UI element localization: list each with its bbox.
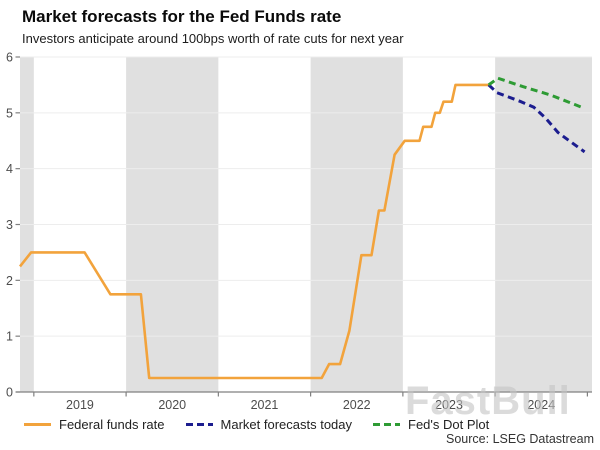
navy-dashed-line-swatch-icon (185, 422, 213, 426)
series-line-federal-funds-rate (18, 83, 489, 380)
y-tick-label: 6 (6, 51, 13, 65)
y-tick-label: 0 (6, 386, 13, 400)
series-line-market-forecasts-today (487, 83, 586, 154)
green-dashed-line-swatch-icon (373, 422, 401, 426)
page-subtitle: Investors anticipate around 100bps worth… (22, 31, 404, 47)
source-credit: Source: LSEG Datastream (446, 432, 594, 446)
x-tick-label: 2023 (435, 398, 463, 412)
legend-item-market-forecasts: Market forecasts today (185, 416, 353, 432)
legend-label-federal-funds-rate: Federal funds rate (59, 416, 165, 432)
legend-label-market-forecasts: Market forecasts today (220, 416, 353, 432)
y-tick-label: 2 (6, 274, 13, 288)
legend-label-dot-plot: Fed's Dot Plot (408, 416, 490, 432)
x-tick-label: 2021 (251, 398, 279, 412)
chart-header: Market forecasts for the Fed Funds rate … (22, 6, 582, 47)
y-tick-label: 3 (6, 218, 13, 232)
x-tick-label: 2024 (527, 398, 555, 412)
x-tick-label: 2019 (66, 398, 94, 412)
y-tick-label: 5 (6, 106, 13, 120)
y-tick-label: 4 (6, 162, 13, 176)
x-tick-label: 2022 (343, 398, 371, 412)
legend: Federal funds rate Market forecasts toda… (24, 415, 489, 433)
series-line-fed-s-dot-plot (487, 76, 586, 110)
y-tick-label: 1 (6, 330, 13, 344)
x-tick-label: 2020 (158, 398, 186, 412)
legend-item-federal-funds-rate: Federal funds rate (24, 417, 165, 432)
legend-item-dot-plot: Fed's Dot Plot (373, 417, 489, 432)
page-title: Market forecasts for the Fed Funds rate (22, 7, 342, 26)
orange-line-swatch-icon (24, 422, 51, 426)
